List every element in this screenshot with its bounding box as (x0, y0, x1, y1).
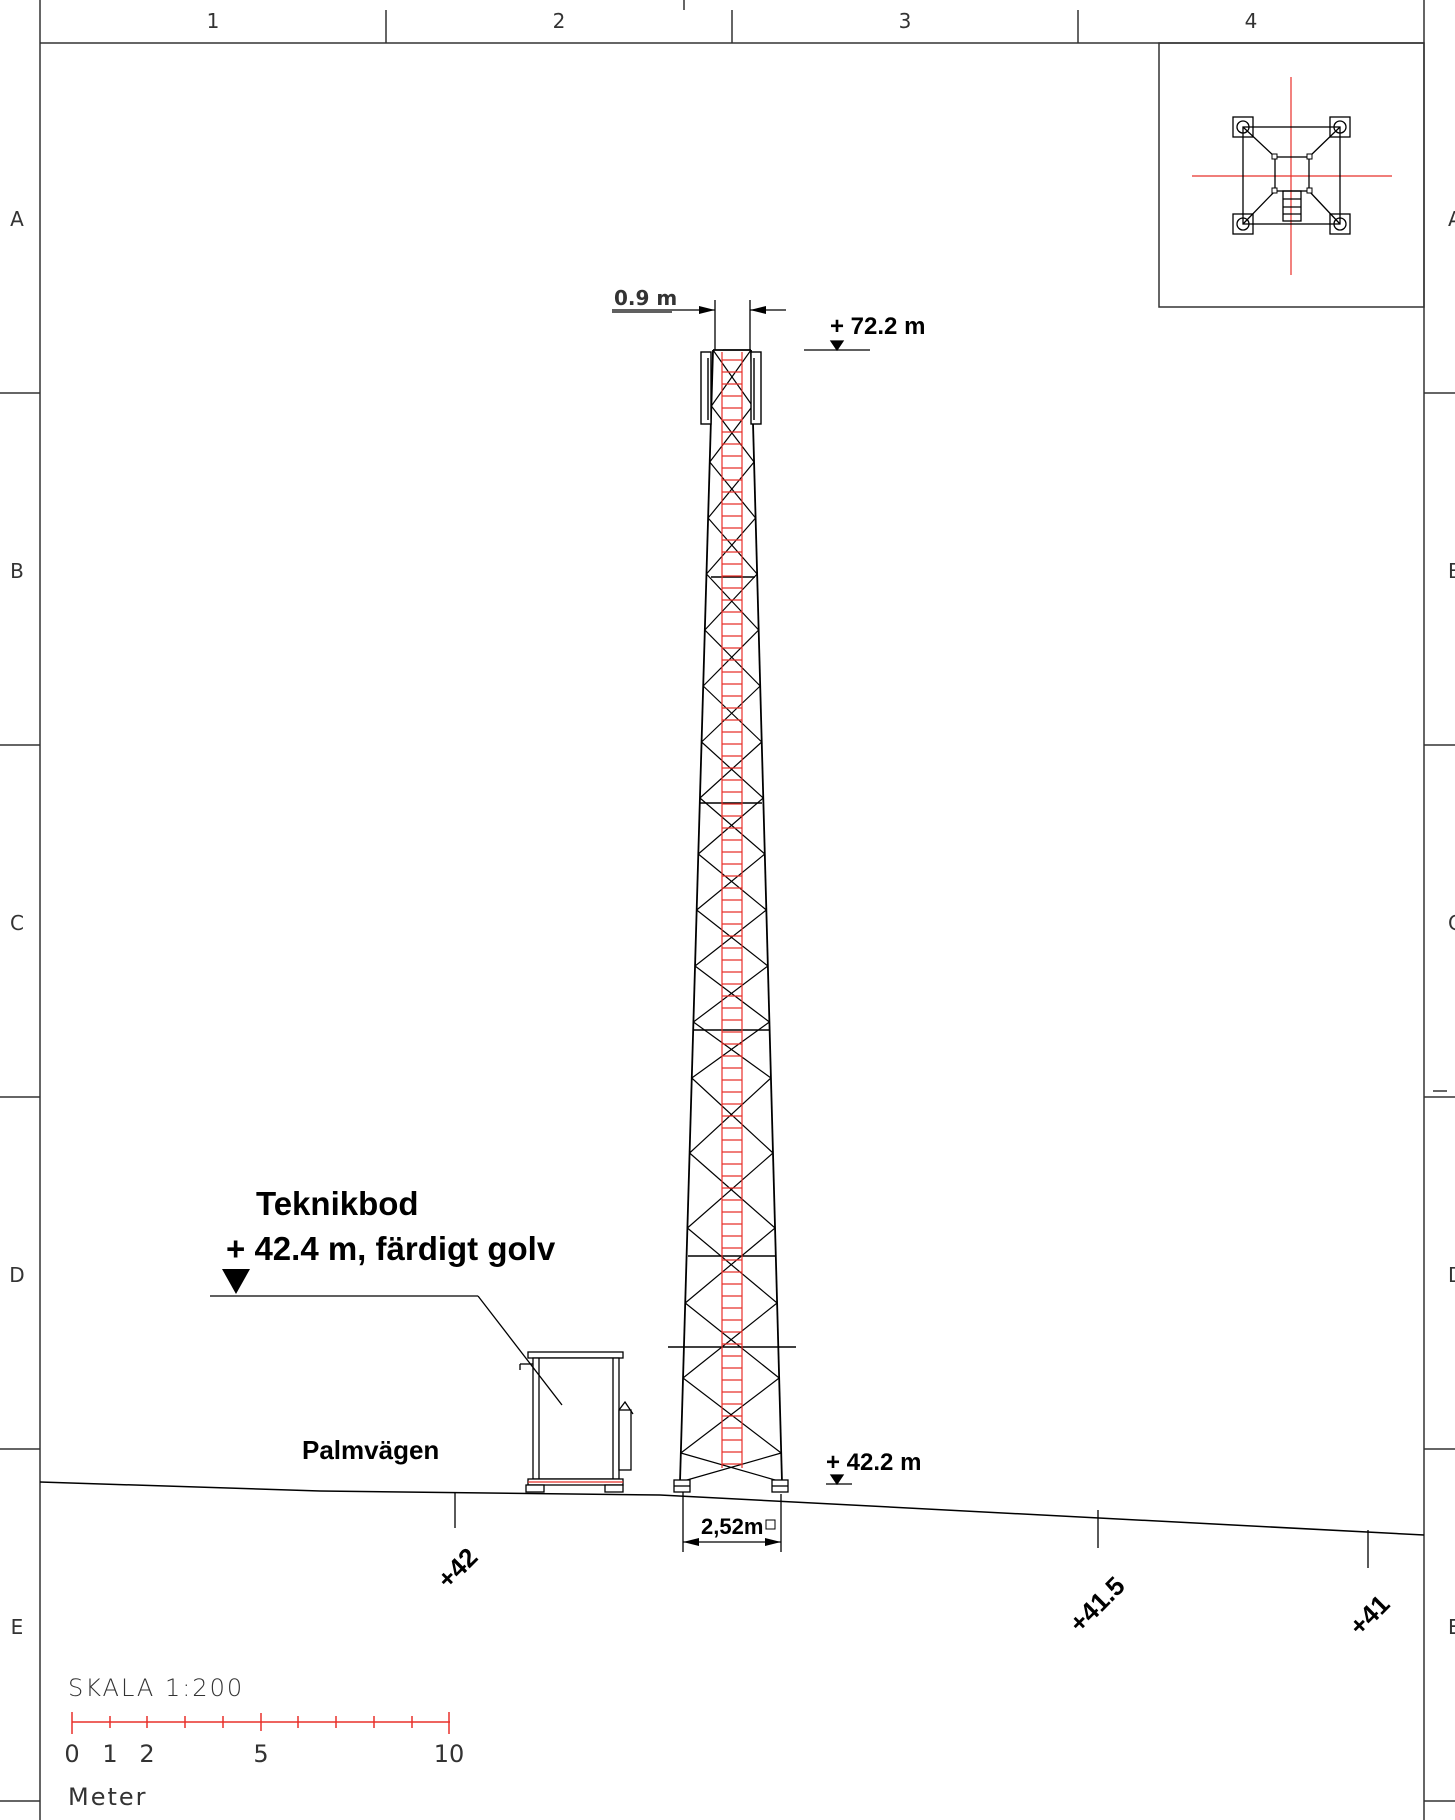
column-label: 4 (1245, 9, 1258, 33)
tower-brace (709, 405, 754, 463)
column-labels: 1 2 3 4 (207, 9, 1258, 33)
tower-brace (684, 1227, 776, 1304)
tower-brace (684, 1302, 780, 1379)
tower-brace (706, 573, 760, 631)
tower-brace (679, 1452, 782, 1483)
row-label: C (10, 911, 24, 935)
tower-brace (696, 909, 769, 967)
top-width-label: 0.9 m (614, 286, 677, 310)
tower-brace (697, 797, 764, 855)
tower-brace (704, 573, 758, 631)
tower-brace (687, 1227, 778, 1304)
tower-brace (701, 685, 761, 743)
row-label: E (11, 1615, 24, 1639)
scale-tick-labels: 0 1 2 5 10 (64, 1740, 464, 1768)
tower-brace (701, 741, 764, 799)
row-label: D (1448, 1263, 1455, 1287)
plan-view-inset (1158, 42, 1425, 308)
tower-brace (694, 909, 767, 967)
tower-brace (691, 1021, 770, 1079)
shelter-floor-elevation: + 42.4 m, färdigt golv (226, 1230, 556, 1267)
base-elevation-label: + 42.2 m (826, 1449, 921, 1476)
ground-level-label: +42 (431, 1542, 483, 1594)
row-label: A (1448, 207, 1455, 231)
top-elevation-marker (804, 340, 870, 352)
tower-brace (707, 517, 758, 575)
scale-title: SKALA 1:200 (68, 1674, 244, 1702)
tower-brace (694, 965, 770, 1023)
row-label: B (1448, 559, 1455, 583)
tower-brace (696, 853, 766, 911)
row-label: B (10, 559, 24, 583)
tower-brace (702, 685, 763, 743)
antenna-panels (700, 351, 762, 425)
row-labels-right: A B C D E (1448, 207, 1455, 1639)
row-label: C (1448, 911, 1455, 935)
tower-brace (699, 741, 763, 799)
tower-brace (689, 1152, 776, 1229)
tower-brace (682, 1302, 778, 1379)
scale-tick-label: 1 (102, 1740, 117, 1768)
tower-brace (699, 797, 766, 855)
ground-level-label: +41.5 (1063, 1571, 1131, 1639)
shelter-callout (210, 1269, 563, 1406)
tower-brace (693, 965, 769, 1023)
scale-tick-label: 2 (139, 1740, 154, 1768)
technical-shelter (519, 1351, 634, 1493)
tower-brace (710, 349, 752, 407)
tower-legs (679, 349, 783, 1483)
tower-brace (697, 853, 767, 911)
top-elevation-label: + 72.2 m (830, 313, 925, 340)
base-width-label: 2,52m (701, 1514, 763, 1539)
column-label: 1 (207, 9, 220, 33)
scale-tick-label: 5 (253, 1740, 268, 1768)
tower-brace (704, 629, 761, 687)
column-label: 2 (553, 9, 566, 33)
tower-brace (709, 461, 757, 519)
tower-brace (702, 629, 760, 687)
shelter-name: Teknikbod (256, 1185, 419, 1222)
ground-line (39, 1481, 1425, 1536)
scale-unit: Meter (68, 1783, 148, 1811)
top-width-dimension (612, 300, 786, 350)
row-label: E (1448, 1615, 1455, 1639)
scale-tick-label: 10 (434, 1740, 465, 1768)
tower-ladder (721, 352, 743, 1468)
lattice-tower (668, 349, 796, 1493)
base-width-dimension (682, 1492, 782, 1552)
row-label: D (9, 1263, 24, 1287)
tower-brace (687, 1152, 774, 1229)
tower-section-joints (668, 576, 796, 1348)
tower-foundations (673, 1479, 789, 1493)
ground-level-ticks (454, 1492, 1369, 1568)
road-label: Palmvägen (302, 1435, 439, 1465)
scale-tick-label: 0 (64, 1740, 79, 1768)
tower-brace (693, 1021, 772, 1079)
column-label: 3 (899, 9, 912, 33)
tower-brace (710, 405, 755, 463)
tower-brace (712, 349, 754, 407)
tower-brace (707, 461, 755, 519)
ground-level-label: +41 (1343, 1589, 1395, 1641)
base-elevation-marker (826, 1474, 852, 1486)
row-label: A (10, 207, 24, 231)
scale-bar (71, 1712, 450, 1734)
tower-brace (706, 517, 757, 575)
row-labels: A B C D E (9, 207, 24, 1639)
